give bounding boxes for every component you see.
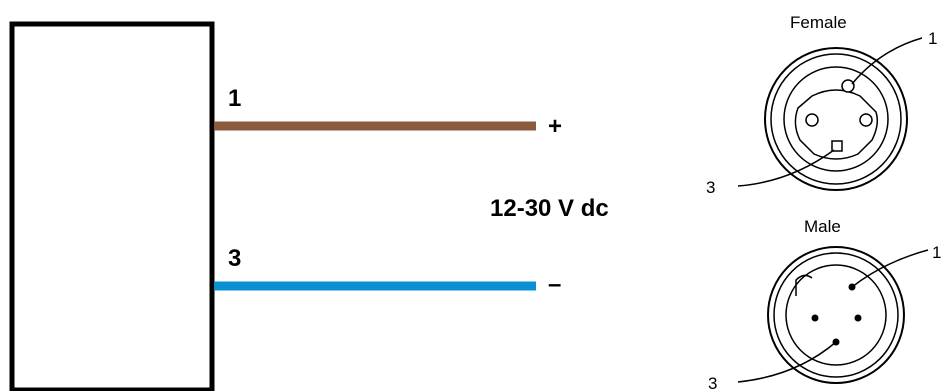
male-pin-3-label: 3 [708, 374, 717, 391]
male-pin-4 [854, 314, 862, 322]
female-connector-title: Female [790, 13, 847, 32]
female-outer-ring-inner [770, 53, 902, 185]
female-pin-1-socket [841, 79, 855, 93]
female-insert-ring [783, 66, 889, 172]
female-pin-1-label: 1 [928, 29, 937, 48]
male-connector: Male 1 3 [708, 217, 941, 391]
male-outer-ring [767, 246, 905, 384]
male-insert-ring [785, 264, 887, 366]
female-outer-ring [764, 47, 908, 191]
positive-polarity-label: + [548, 113, 562, 140]
female-pin-3-socket [831, 140, 843, 152]
female-pin-2-socket [805, 113, 819, 127]
male-keyway [795, 274, 813, 296]
male-pin-1-label: 1 [932, 243, 941, 262]
wire-1-pin-label: 1 [228, 85, 241, 112]
male-pin-3-leader [737, 341, 837, 383]
wire-3-pin-label: 3 [228, 245, 241, 272]
female-pin-3-leader [737, 149, 835, 187]
female-pin-4-socket [859, 113, 873, 127]
male-pin-2 [811, 314, 819, 322]
male-pin-1-leader [851, 249, 929, 288]
female-connector: Female 1 3 [706, 13, 937, 197]
male-connector-title: Male [804, 217, 841, 236]
supply-voltage-label: 12-30 V dc [490, 195, 609, 222]
device-box [9, 21, 215, 391]
negative-polarity-label: – [548, 271, 561, 298]
female-pin-1-leader [851, 37, 923, 85]
male-outer-ring-inner [773, 252, 899, 378]
female-pin-3-label: 3 [706, 178, 715, 197]
